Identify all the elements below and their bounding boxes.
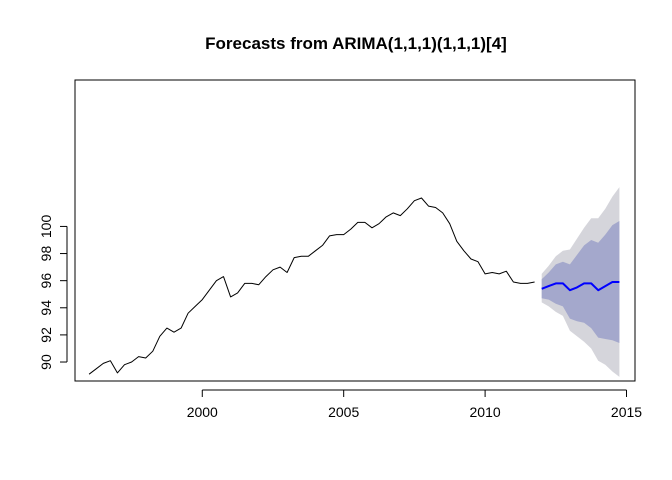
- y-tick-label: 98: [38, 246, 54, 262]
- x-tick-label: 2010: [470, 404, 501, 420]
- forecast-line: [541, 281, 620, 292]
- y-tick-label: 92: [38, 327, 54, 343]
- x-tick-label: 2000: [187, 404, 218, 420]
- band-80: [541, 221, 620, 343]
- prediction-intervals: [541, 187, 620, 377]
- chart-title: Forecasts from ARIMA(1,1,1)(1,1,1)[4]: [205, 34, 507, 53]
- x-axis: 2000 2005 2010 2015: [187, 389, 642, 420]
- history-line: [88, 197, 535, 375]
- y-axis: 90 92 94 96 98 100: [38, 215, 68, 370]
- y-tick-label: 100: [38, 215, 54, 239]
- y-tick-label: 96: [38, 273, 54, 289]
- x-tick-label: 2015: [611, 404, 642, 420]
- x-tick-label: 2005: [328, 404, 359, 420]
- y-tick-label: 94: [38, 300, 54, 316]
- y-tick-label: 90: [38, 354, 54, 370]
- series-lines: [88, 197, 620, 375]
- plot-frame: [74, 79, 636, 382]
